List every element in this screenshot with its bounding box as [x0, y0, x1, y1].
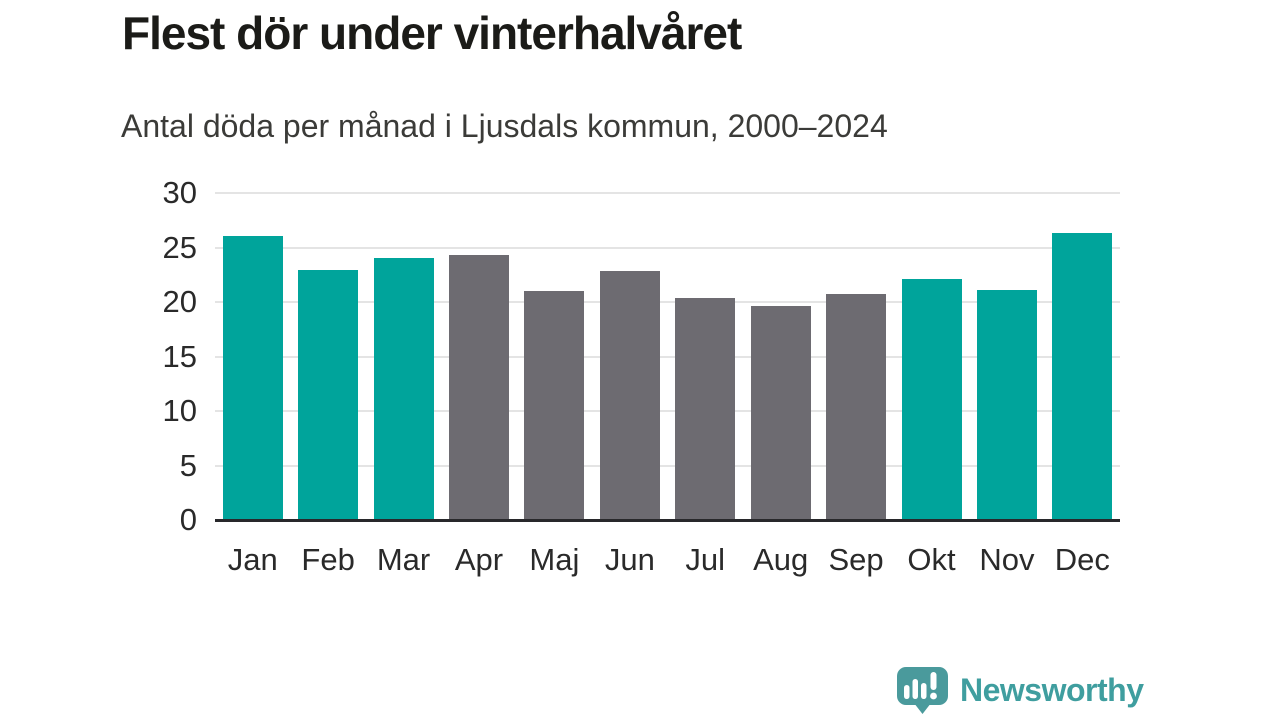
gridline-15	[215, 355, 1120, 358]
bar-jan	[222, 235, 283, 520]
y-tick-label-0: 0	[179, 502, 197, 537]
bar-aug	[750, 306, 811, 520]
bar-slot-aug	[743, 193, 818, 520]
bar-slot-feb	[290, 193, 365, 520]
x-tick-label-okt: Okt	[907, 542, 956, 577]
bar-maj	[524, 291, 585, 520]
x-tick-label-mar: Mar	[376, 542, 431, 577]
y-tick-label-10: 10	[162, 393, 197, 428]
bar-dec	[1052, 233, 1113, 520]
x-tick-label-apr: Apr	[454, 542, 504, 577]
bar-mar	[373, 258, 434, 520]
bar-slot-jul	[668, 193, 743, 520]
chart-title: Flest dör under vinterhalvåret	[122, 7, 742, 59]
bars-container	[215, 193, 1120, 520]
bar-slot-maj	[517, 193, 592, 520]
x-tick-label-jan: Jan	[227, 542, 278, 577]
bar-apr	[448, 255, 509, 520]
x-tick-label-dec: Dec	[1054, 542, 1110, 577]
bar-slot-dec	[1045, 193, 1120, 520]
gridline-20	[215, 301, 1120, 303]
gridline-5	[215, 464, 1120, 467]
plot-area	[215, 192, 1120, 522]
y-axis: 0 5 10 15 20 25 30	[0, 0, 200, 720]
y-tick-label-15: 15	[162, 338, 197, 374]
x-tick-label-sep: Sep	[828, 542, 884, 577]
y-tick-label-5: 5	[179, 447, 197, 483]
bar-jul	[675, 297, 736, 520]
bar-sep	[826, 294, 887, 520]
bar-okt	[901, 279, 962, 520]
y-tick-label-25: 25	[162, 229, 197, 265]
x-axis-line	[215, 519, 1120, 522]
bar-slot-jun	[592, 193, 667, 520]
bar-feb	[298, 270, 359, 520]
x-tick-label-maj: Maj	[529, 542, 580, 577]
newsworthy-logo[interactable]: Newsworthy	[896, 666, 1144, 715]
y-tick-label-30: 30	[162, 175, 197, 210]
x-tick-label-feb: Feb	[301, 542, 355, 577]
y-tick-label-20: 20	[162, 284, 197, 319]
chart-subtitle: Antal döda per månad i Ljusdals kommun, …	[121, 108, 888, 144]
bar-slot-jan	[215, 193, 290, 520]
newsworthy-speech-bubble-chart-icon	[896, 666, 949, 715]
bar-slot-apr	[441, 193, 516, 520]
newsworthy-logo-text: Newsworthy	[960, 672, 1144, 708]
x-axis-labels: Jan Feb Mar Apr Maj Jun Jul Aug Sep Okt Nov Dec	[215, 540, 1120, 580]
gridline-25	[215, 246, 1120, 249]
bar-slot-nov	[969, 193, 1044, 520]
gridline-10	[215, 410, 1120, 412]
x-tick-label-jul: Jul	[685, 542, 726, 577]
bar-jun	[599, 271, 660, 520]
x-tick-label-jun: Jun	[604, 542, 655, 577]
bar-slot-mar	[366, 193, 441, 520]
x-tick-label-aug: Aug	[753, 542, 809, 577]
bar-slot-okt	[894, 193, 969, 520]
bar-nov	[976, 290, 1037, 520]
gridline-30	[215, 192, 1120, 194]
bar-slot-sep	[818, 193, 893, 520]
x-tick-label-nov: Nov	[979, 542, 1035, 577]
